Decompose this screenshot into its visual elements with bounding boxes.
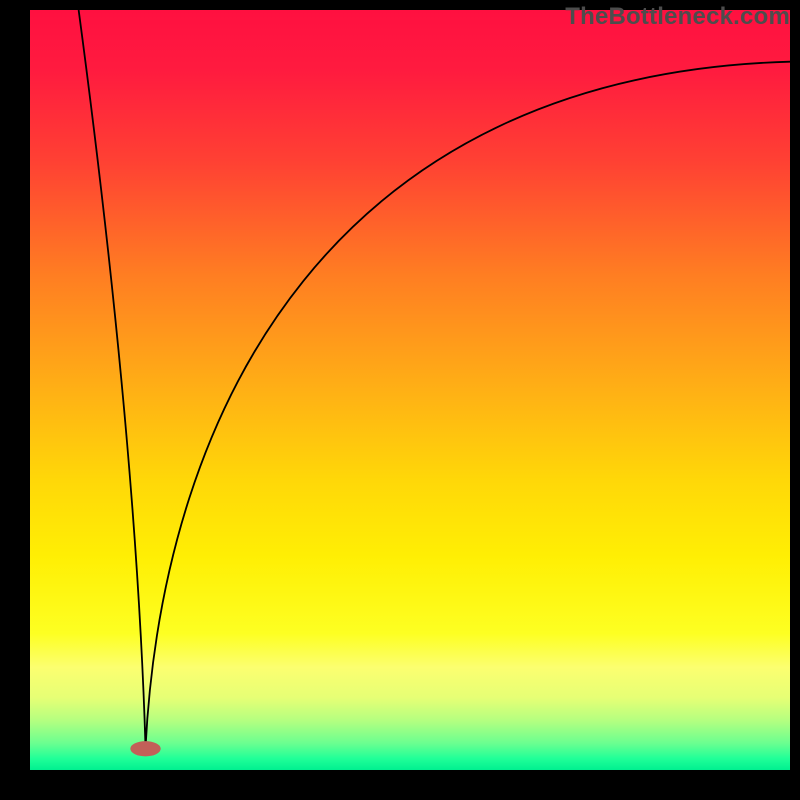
curve-layer xyxy=(30,10,790,770)
chart-frame: TheBottleneck.com xyxy=(0,0,800,800)
watermark-text: TheBottleneck.com xyxy=(565,3,790,31)
optimal-point-marker xyxy=(130,741,160,756)
bottleneck-curve xyxy=(79,10,790,747)
plot-area xyxy=(30,10,790,770)
